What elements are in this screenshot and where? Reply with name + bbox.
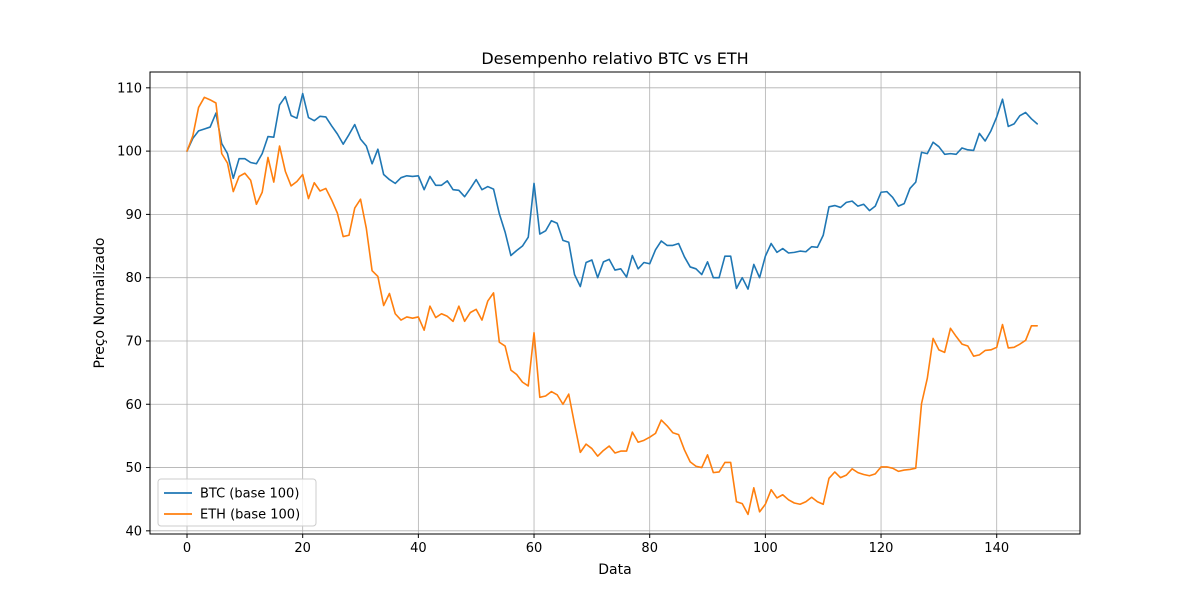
y-tick-label: 60 xyxy=(125,398,142,413)
x-tick-label: 120 xyxy=(869,541,894,556)
chart-title: Desempenho relativo BTC vs ETH xyxy=(481,49,748,68)
series-group xyxy=(186,92,1038,516)
x-tick-label: 80 xyxy=(641,541,658,556)
x-tick-label: 0 xyxy=(183,541,191,556)
y-tick-label: 50 xyxy=(125,461,142,476)
x-tick-label: 20 xyxy=(294,541,311,556)
grid xyxy=(150,72,1080,534)
y-tick-label: 80 xyxy=(125,271,142,286)
y-tick-label: 100 xyxy=(117,145,142,160)
y-tick-label: 70 xyxy=(125,334,142,349)
x-tick-label: 40 xyxy=(410,541,427,556)
y-axis-label: Preço Normalizado xyxy=(92,238,108,369)
y-tick-label: 90 xyxy=(125,208,142,223)
series-line-eth xyxy=(186,96,1038,516)
y-tick-label: 40 xyxy=(125,524,142,539)
legend-label: BTC (base 100) xyxy=(200,487,299,502)
x-axis-label: Data xyxy=(598,562,631,578)
series-line-btc xyxy=(186,92,1038,290)
x-tick-label: 100 xyxy=(753,541,778,556)
x-tick-label: 60 xyxy=(526,541,543,556)
legend-box xyxy=(157,478,317,527)
y-tick-label: 110 xyxy=(117,81,142,96)
legend: BTC (base 100) ETH (base 100) xyxy=(157,478,317,527)
x-tick-label: 140 xyxy=(984,541,1009,556)
legend-label: ETH (base 100) xyxy=(200,508,300,523)
axis-ticks: 0 20 40 60 80 100 120 140 40 50 60 70 80 90 100 110 xyxy=(117,81,1009,556)
plot-frame xyxy=(149,71,1081,535)
